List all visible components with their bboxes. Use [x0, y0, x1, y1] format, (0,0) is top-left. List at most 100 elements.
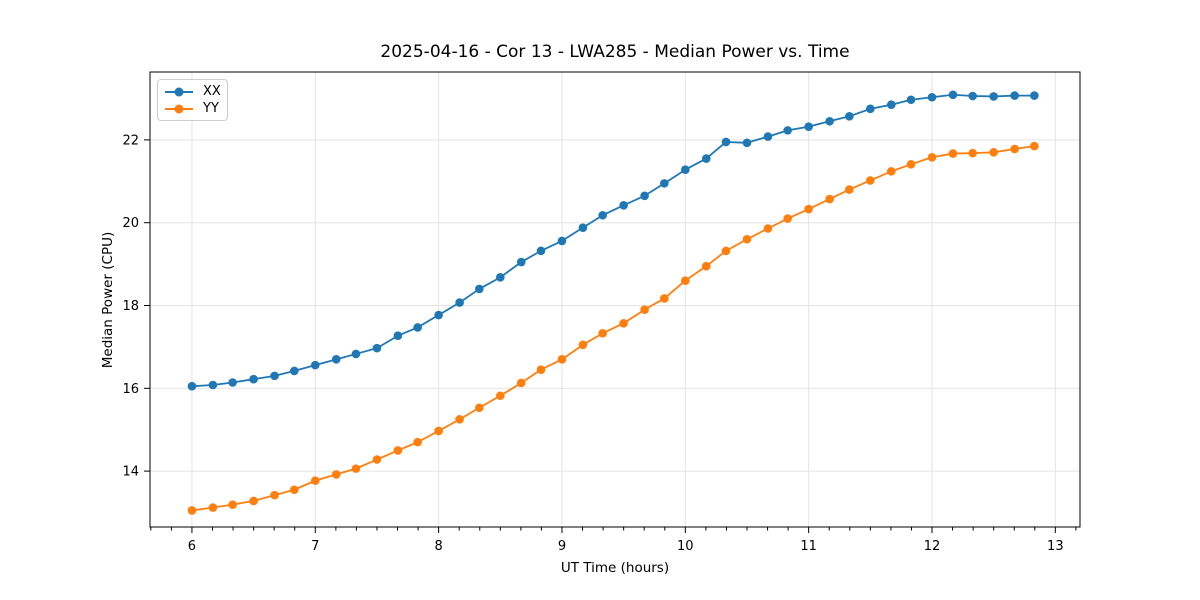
x-tick-label: 7	[311, 539, 319, 554]
x-tick-label: 6	[188, 539, 196, 554]
data-point-XX	[640, 191, 649, 201]
data-point-XX	[413, 323, 422, 332]
data-point-YY	[927, 152, 937, 162]
y-tick-label: 18	[122, 299, 139, 314]
data-point-YY	[906, 160, 916, 169]
data-point-XX	[557, 236, 567, 246]
series-XX	[187, 90, 1039, 391]
x-tick-label: 9	[558, 539, 566, 554]
plot-frame	[149, 71, 1081, 528]
data-point-XX	[372, 343, 382, 353]
series-line-YY	[191, 145, 1035, 512]
data-point-YY	[516, 378, 526, 388]
data-point-XX	[1030, 91, 1039, 100]
data-point-XX	[681, 165, 690, 175]
data-point-XX	[927, 92, 937, 102]
data-point-YY	[290, 485, 299, 495]
data-point-XX	[660, 179, 669, 188]
data-point-YY	[783, 214, 792, 223]
y-tick-label: 22	[122, 133, 139, 148]
series-YY	[187, 141, 1039, 515]
data-point-YY	[536, 365, 546, 374]
data-point-XX	[804, 122, 813, 131]
data-point-YY	[310, 476, 320, 485]
axis-ticks	[144, 139, 1077, 533]
data-point-XX	[619, 201, 628, 210]
data-point-XX	[331, 355, 341, 364]
data-point-XX	[866, 104, 875, 114]
legend-sample-line-icon	[165, 104, 193, 113]
x-tick-label: 12	[924, 539, 941, 554]
data-point-XX	[989, 92, 998, 101]
data-point-XX	[886, 100, 896, 110]
data-point-YY	[721, 246, 731, 256]
x-tick-label: 10	[677, 539, 694, 554]
data-point-XX	[578, 223, 588, 232]
data-point-YY	[455, 415, 464, 424]
data-point-XX	[434, 310, 443, 320]
x-tick-label: 13	[1047, 539, 1064, 554]
data-point-YY	[825, 194, 834, 204]
data-point-XX	[290, 366, 299, 376]
legend-label: XX	[203, 84, 221, 99]
data-point-XX	[721, 137, 731, 147]
data-point-YY	[619, 319, 628, 328]
data-point-YY	[208, 503, 218, 512]
data-point-XX	[208, 380, 218, 390]
data-point-YY	[351, 464, 361, 473]
data-point-XX	[968, 91, 977, 101]
data-point-XX	[763, 132, 773, 141]
data-point-YY	[228, 500, 237, 509]
data-point-XX	[187, 381, 197, 391]
data-point-XX	[783, 126, 792, 135]
data-point-YY	[413, 437, 422, 447]
data-point-XX	[742, 138, 752, 148]
data-point-YY	[598, 328, 607, 338]
data-point-XX	[516, 257, 526, 267]
data-point-XX	[393, 331, 403, 341]
y-tick-label: 20	[122, 216, 139, 231]
chart-title: 2025-04-16 - Cor 13 - LWA285 - Median Po…	[380, 42, 850, 62]
data-point-XX	[475, 284, 484, 294]
data-point-YY	[886, 167, 896, 176]
x-axis-label: UT Time (hours)	[560, 560, 670, 576]
data-point-YY	[701, 261, 711, 271]
data-point-YY	[948, 149, 958, 158]
y-tick-label: 14	[122, 465, 139, 480]
data-point-XX	[701, 154, 711, 163]
data-point-YY	[804, 204, 813, 214]
data-point-YY	[270, 490, 279, 500]
data-point-YY	[681, 276, 690, 285]
data-point-YY	[1030, 141, 1039, 151]
x-tick-label: 11	[800, 539, 817, 554]
data-point-YY	[989, 148, 998, 157]
data-point-XX	[948, 90, 958, 100]
data-point-YY	[557, 355, 567, 364]
data-point-YY	[1010, 144, 1019, 154]
data-point-YY	[393, 446, 403, 455]
data-point-XX	[249, 374, 258, 384]
data-point-YY	[968, 148, 977, 158]
y-tick-label: 16	[122, 382, 139, 397]
data-point-YY	[331, 470, 341, 479]
data-point-XX	[228, 378, 237, 387]
legend-item-yy: YY	[164, 100, 221, 117]
tick-labels: 6 7 8 9 10 11 12 13 14 16 18 20 22	[122, 133, 1063, 554]
data-point-XX	[825, 116, 834, 126]
data-point-XX	[270, 371, 279, 381]
data-point-XX	[310, 360, 320, 370]
data-point-YY	[187, 506, 197, 515]
data-point-XX	[906, 95, 916, 105]
data-point-XX	[351, 349, 361, 359]
data-point-YY	[495, 391, 505, 401]
series-line-XX	[191, 93, 1035, 388]
x-tick-label: 8	[434, 539, 442, 554]
data-point-YY	[475, 403, 484, 413]
y-axis-label: Median Power (CPU)	[100, 231, 116, 369]
data-point-YY	[763, 224, 773, 233]
data-point-XX	[536, 246, 546, 256]
legend-label: YY	[203, 101, 219, 116]
data-point-XX	[495, 273, 505, 282]
